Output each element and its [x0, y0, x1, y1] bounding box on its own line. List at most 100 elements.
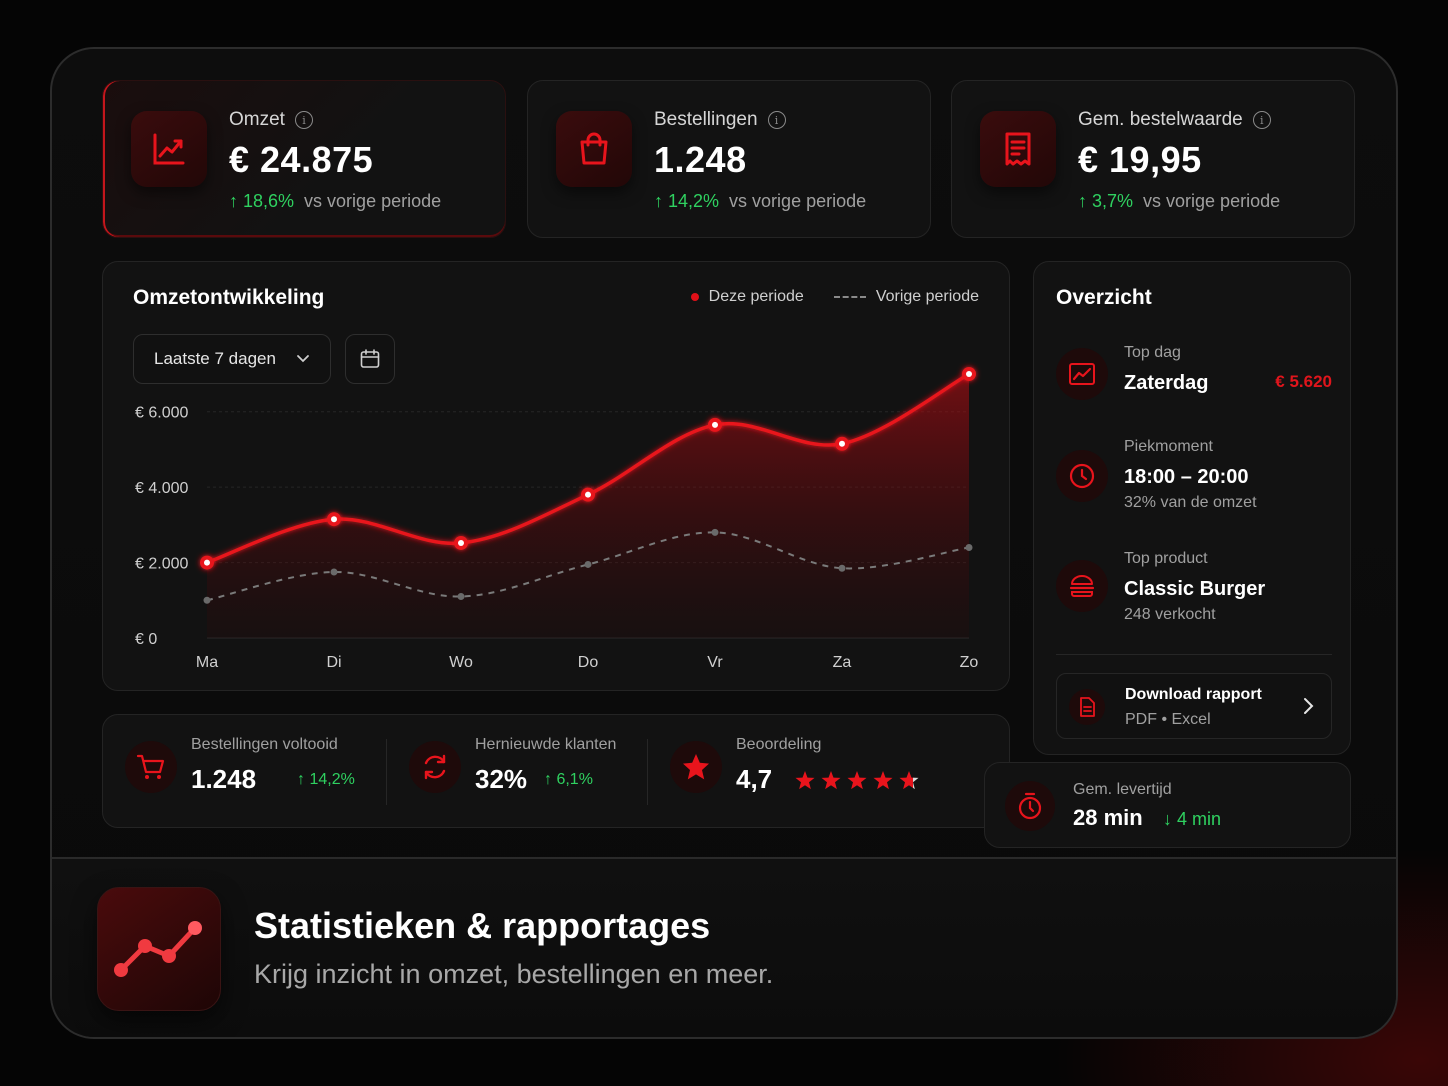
delivery-trend: ↓ 4 min: [1163, 809, 1222, 829]
stat-value: 32%: [475, 764, 528, 794]
x-tick-label: Ma: [196, 654, 218, 671]
dashboard-frame: Omzet i € 24.875 ↑ 18,6% vs vorige periode…: [50, 47, 1398, 1039]
kpi-label: Bestellingen: [654, 109, 758, 130]
data-point-center: [966, 371, 972, 377]
overview-label: Top product: [1124, 550, 1208, 567]
document-icon: [1069, 689, 1105, 725]
stopwatch-icon: [1005, 781, 1055, 831]
kpi-card-bestellingen[interactable]: Bestellingen i 1.248 ↑ 14,2% vs vorige per…: [527, 80, 931, 238]
data-point-previous: [457, 593, 465, 601]
overview-label: Piekmoment: [1124, 438, 1213, 455]
footer-subtitle: Krijg inzicht in omzet, bestellingen en …: [254, 959, 774, 989]
stat-trend: ↑ 14,2%: [297, 771, 355, 788]
feature-footer: Statistieken & rapportages Krijg inzicht…: [52, 857, 1396, 1037]
kpi-trend-suffix: vs vorige periode: [1143, 191, 1281, 211]
kpi-card-omzet[interactable]: Omzet i € 24.875 ↑ 18,6% vs vorige periode: [102, 80, 506, 238]
overview-card: Overzicht Top dag Zaterdag € 5.620 Piekm…: [1033, 261, 1351, 755]
legend-current-label: Deze periode: [708, 288, 804, 305]
receipt-icon: [980, 111, 1056, 187]
stat-label: Hernieuwde klanten: [475, 736, 617, 753]
rating-stars: [795, 771, 919, 790]
kpi-value: 1.248: [654, 139, 747, 180]
info-icon[interactable]: i: [767, 111, 786, 129]
overview-value: 18:00 – 20:00: [1124, 466, 1249, 488]
chevron-right-icon: [1304, 698, 1314, 714]
kpi-card-bestelwaarde[interactable]: Gem. bestelwaarde i € 19,95 ↑ 3,7% vs vori…: [951, 80, 1355, 238]
kpi-label: Gem. bestelwaarde: [1078, 109, 1243, 130]
divider: [1056, 654, 1332, 655]
stat-value: 1.248: [191, 764, 257, 794]
legend-dot: [690, 293, 699, 301]
stat-label: Beoordeling: [736, 736, 822, 753]
delivery-time-card: Gem. levertijd 28 min ↓ 4 min: [984, 762, 1351, 848]
rating-star: [795, 771, 815, 790]
overview-top-product: Top product Classic Burger 248 verkocht: [1056, 550, 1332, 630]
y-tick-label: € 6.000: [135, 405, 188, 422]
overview-amount: € 5.620: [1275, 372, 1332, 391]
stat-completed: Bestellingen voltooid 1.248 ↑ 14,2%: [125, 715, 375, 829]
overview-value: Zaterdag: [1124, 372, 1209, 394]
data-point-center: [839, 440, 845, 447]
rating-star: [873, 771, 893, 790]
y-tick-label: € 2.000: [135, 556, 188, 573]
kpi-trend-suffix: vs vorige periode: [304, 191, 442, 211]
legend-dash: [833, 296, 866, 298]
legend-previous: Vorige periode: [833, 288, 979, 306]
data-point-previous: [584, 560, 592, 568]
trend-up-icon: [131, 111, 207, 187]
kpi-trend: ↑ 18,6%: [229, 191, 295, 211]
kpi-label: Omzet: [229, 109, 285, 130]
kpi-value: € 19,95: [1078, 139, 1202, 180]
kpi-trend: ↑ 3,7%: [1078, 191, 1134, 211]
data-point-previous: [711, 528, 719, 536]
chart-title: Omzetontwikkeling: [133, 286, 325, 309]
data-point-center: [585, 491, 591, 498]
download-report-button[interactable]: Download rapport PDF • Excel: [1056, 673, 1332, 739]
chart-legend: Deze periode Vorige periode: [690, 288, 979, 306]
calendar-icon: [360, 349, 380, 368]
x-tick-label: Zo: [960, 654, 979, 671]
series-area: [207, 374, 969, 638]
legend-previous-label: Vorige periode: [875, 288, 979, 305]
x-tick-label: Wo: [449, 654, 473, 671]
stat-returning: Hernieuwde klanten 32% ↑ 6,1%: [409, 715, 639, 829]
x-tick-label: Di: [326, 654, 341, 671]
data-point-previous: [838, 564, 846, 572]
data-point-center: [204, 559, 210, 566]
star-icon: [670, 741, 722, 793]
overview-top-day: Top dag Zaterdag € 5.620: [1056, 344, 1332, 404]
data-point-center: [712, 421, 718, 428]
delivery-value: 28 min: [1073, 805, 1143, 830]
stat-trend: ↑ 6,1%: [544, 771, 593, 788]
overview-title: Overzicht: [1056, 286, 1152, 309]
x-tick-label: Do: [578, 654, 599, 671]
x-tick-label: Za: [833, 654, 852, 671]
kpi-trend: ↑ 14,2%: [654, 191, 720, 211]
x-tick-label: Vr: [707, 654, 723, 671]
stat-rating: Beoordeling 4,7: [670, 715, 970, 829]
delivery-label: Gem. levertijd: [1073, 781, 1172, 798]
rating-star: [821, 771, 841, 790]
data-point-previous: [203, 596, 211, 604]
overview-value: Classic Burger: [1124, 578, 1266, 600]
rating-star: [847, 771, 867, 790]
calendar-button[interactable]: [345, 334, 395, 384]
overview-sub: 248 verkocht: [1124, 606, 1216, 623]
divider: [647, 739, 648, 805]
y-tick-label: € 4.000: [135, 480, 188, 497]
period-dropdown[interactable]: Laatste 7 dagen: [133, 334, 331, 384]
kpi-trend-suffix: vs vorige periode: [729, 191, 867, 211]
info-icon[interactable]: i: [1252, 111, 1271, 129]
trend-up-icon: [1056, 348, 1108, 400]
info-icon[interactable]: i: [294, 111, 313, 129]
period-dropdown-label: Laatste 7 dagen: [154, 349, 276, 368]
stats-card: Bestellingen voltooid 1.248 ↑ 14,2% Hern…: [102, 714, 1010, 828]
overview-peak: Piekmoment 18:00 – 20:00 32% van de omze…: [1056, 438, 1332, 518]
kpi-value: € 24.875: [229, 139, 374, 180]
footer-title: Statistieken & rapportages: [254, 905, 711, 946]
revenue-chart: € 0 € 2.000 € 4.000 € 6.000 Ma Di Wo Do Vr Za Zo: [135, 367, 979, 671]
legend-current: Deze periode: [690, 288, 804, 306]
data-point-previous: [965, 543, 973, 551]
divider: [386, 739, 387, 805]
revenue-chart-card: € 0 € 2.000 € 4.000 € 6.000 Ma Di Wo Do Vr Za Zo O…: [102, 261, 1010, 691]
